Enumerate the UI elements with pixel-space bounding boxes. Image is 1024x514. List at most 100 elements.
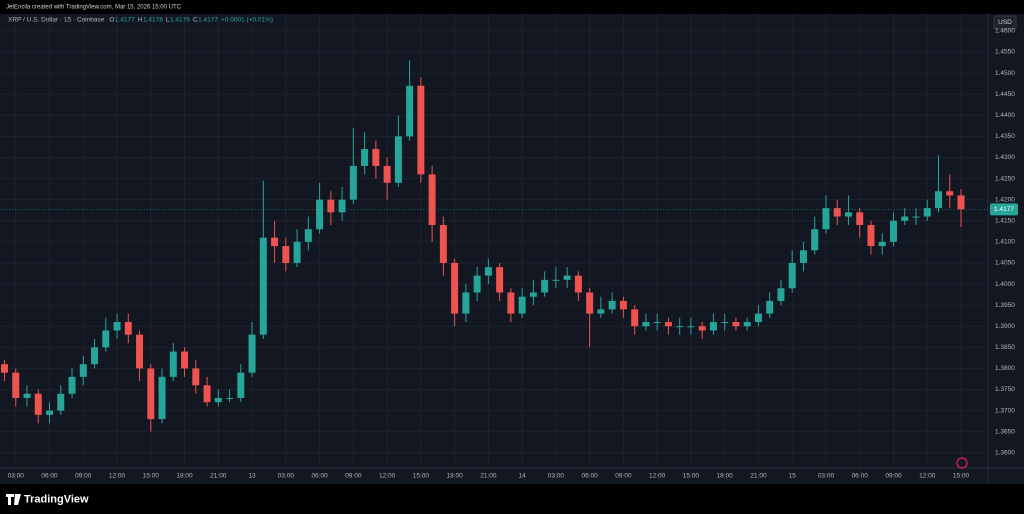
candle-body <box>889 220 897 242</box>
y-tick-label: 1.4550 <box>995 49 1015 56</box>
candle-body <box>169 351 177 377</box>
brand-logo: TradingView <box>6 493 89 505</box>
candle-body <box>518 296 526 314</box>
candle-body <box>248 334 256 373</box>
candle-body <box>912 216 920 218</box>
candle-body <box>473 275 481 293</box>
y-tick-label: 1.4050 <box>995 260 1015 267</box>
legend-value: 1.4176 <box>170 17 190 24</box>
candle-body <box>484 267 492 276</box>
candle-body <box>91 347 99 365</box>
x-tick-label: 06:00 <box>311 473 328 480</box>
candle-body <box>676 326 684 328</box>
header: JetEncila created with TradingView.com, … <box>6 5 182 11</box>
x-tick-label: 06:00 <box>852 473 869 480</box>
x-tick-label: 03:00 <box>818 473 835 480</box>
candle-body <box>856 212 864 225</box>
x-tick-label: 15 <box>789 473 797 480</box>
candle-body <box>664 322 672 327</box>
y-tick-label: 1.3900 <box>995 323 1015 330</box>
y-tick-label: 1.4500 <box>995 70 1015 77</box>
candle-body <box>822 208 830 230</box>
legend-value: 1.4177 <box>198 17 218 24</box>
candle-body <box>507 292 515 314</box>
candle-body <box>541 279 549 293</box>
candle-body <box>338 199 346 213</box>
x-tick-label: 03:00 <box>548 473 565 480</box>
candle-body <box>574 275 582 293</box>
y-tick-label: 1.4200 <box>995 196 1015 203</box>
x-tick-label: 03:00 <box>8 473 25 480</box>
y-tick-label: 1.4300 <box>995 154 1015 161</box>
last-price-label: 1.4177 <box>994 206 1014 213</box>
candle-body <box>282 246 290 263</box>
y-tick-label: 1.3650 <box>995 428 1015 435</box>
legend-key: C <box>193 17 198 24</box>
candle-body <box>698 326 706 331</box>
legend-key: H <box>138 17 143 24</box>
replay-icon[interactable] <box>956 457 968 469</box>
y-tick-label: 1.3800 <box>995 365 1015 372</box>
candle-body <box>226 397 234 399</box>
x-tick-label: 15:00 <box>953 473 970 480</box>
candle-body <box>586 292 594 314</box>
candle-body <box>372 149 380 166</box>
candle-body <box>316 199 324 230</box>
y-tick-label: 1.3850 <box>995 344 1015 351</box>
x-tick-label: 06:00 <box>41 473 58 480</box>
candle-body <box>608 300 616 310</box>
last-price-box <box>990 203 1018 216</box>
x-tick-label: 21:00 <box>210 473 227 480</box>
currency-button[interactable] <box>993 15 1017 30</box>
candle-body <box>293 241 301 263</box>
candle-body <box>439 224 447 263</box>
x-tick-label: 12:00 <box>109 473 126 480</box>
candle-body <box>653 322 661 324</box>
candle-body <box>147 368 155 420</box>
x-tick-label: 12:00 <box>919 473 936 480</box>
x-tick-label: 21:00 <box>480 473 497 480</box>
candle-body <box>619 300 627 310</box>
candle-body <box>158 376 166 420</box>
plot <box>0 14 988 468</box>
candle-body <box>237 372 245 398</box>
y-tick-label: 1.4150 <box>995 217 1015 224</box>
x-tick-label: 14 <box>519 473 527 480</box>
x-tick-label: 18:00 <box>176 473 193 480</box>
candle-body <box>417 85 425 175</box>
y-tick-label: 1.3750 <box>995 386 1015 393</box>
brand-name: TradingView <box>24 493 89 505</box>
y-tick-label: 1.4600 <box>995 28 1015 35</box>
y-tick-label: 1.4100 <box>995 239 1015 246</box>
candle-body <box>462 292 470 314</box>
candle-body <box>833 208 841 217</box>
candle-body <box>687 326 695 328</box>
candle-body <box>271 237 279 247</box>
x-tick-label: 09:00 <box>75 473 92 480</box>
candle-body <box>57 393 65 411</box>
y-tick-label: 1.3950 <box>995 302 1015 309</box>
candle-body <box>642 322 650 327</box>
candle-body <box>451 262 459 314</box>
candle-body <box>743 322 751 327</box>
candle-body <box>563 275 571 280</box>
x-tick-label: 09:00 <box>885 473 902 480</box>
candle-body <box>811 229 819 251</box>
candle-body <box>934 191 942 209</box>
candle-body <box>709 322 717 331</box>
candle-body <box>327 199 335 213</box>
x-tick-label: 21:00 <box>750 473 767 480</box>
candle-body <box>214 397 222 403</box>
x-tick-label: 18:00 <box>717 473 734 480</box>
x-tick-label: 15:00 <box>413 473 430 480</box>
candle-body <box>304 229 312 242</box>
candle-body <box>597 309 605 314</box>
legend-value: 1.4178 <box>143 17 163 24</box>
candle-body <box>406 85 414 137</box>
candle-body <box>23 393 31 398</box>
x-tick-label: 12:00 <box>649 473 666 480</box>
candle-body <box>878 241 886 247</box>
y-tick-label: 1.4000 <box>995 281 1015 288</box>
